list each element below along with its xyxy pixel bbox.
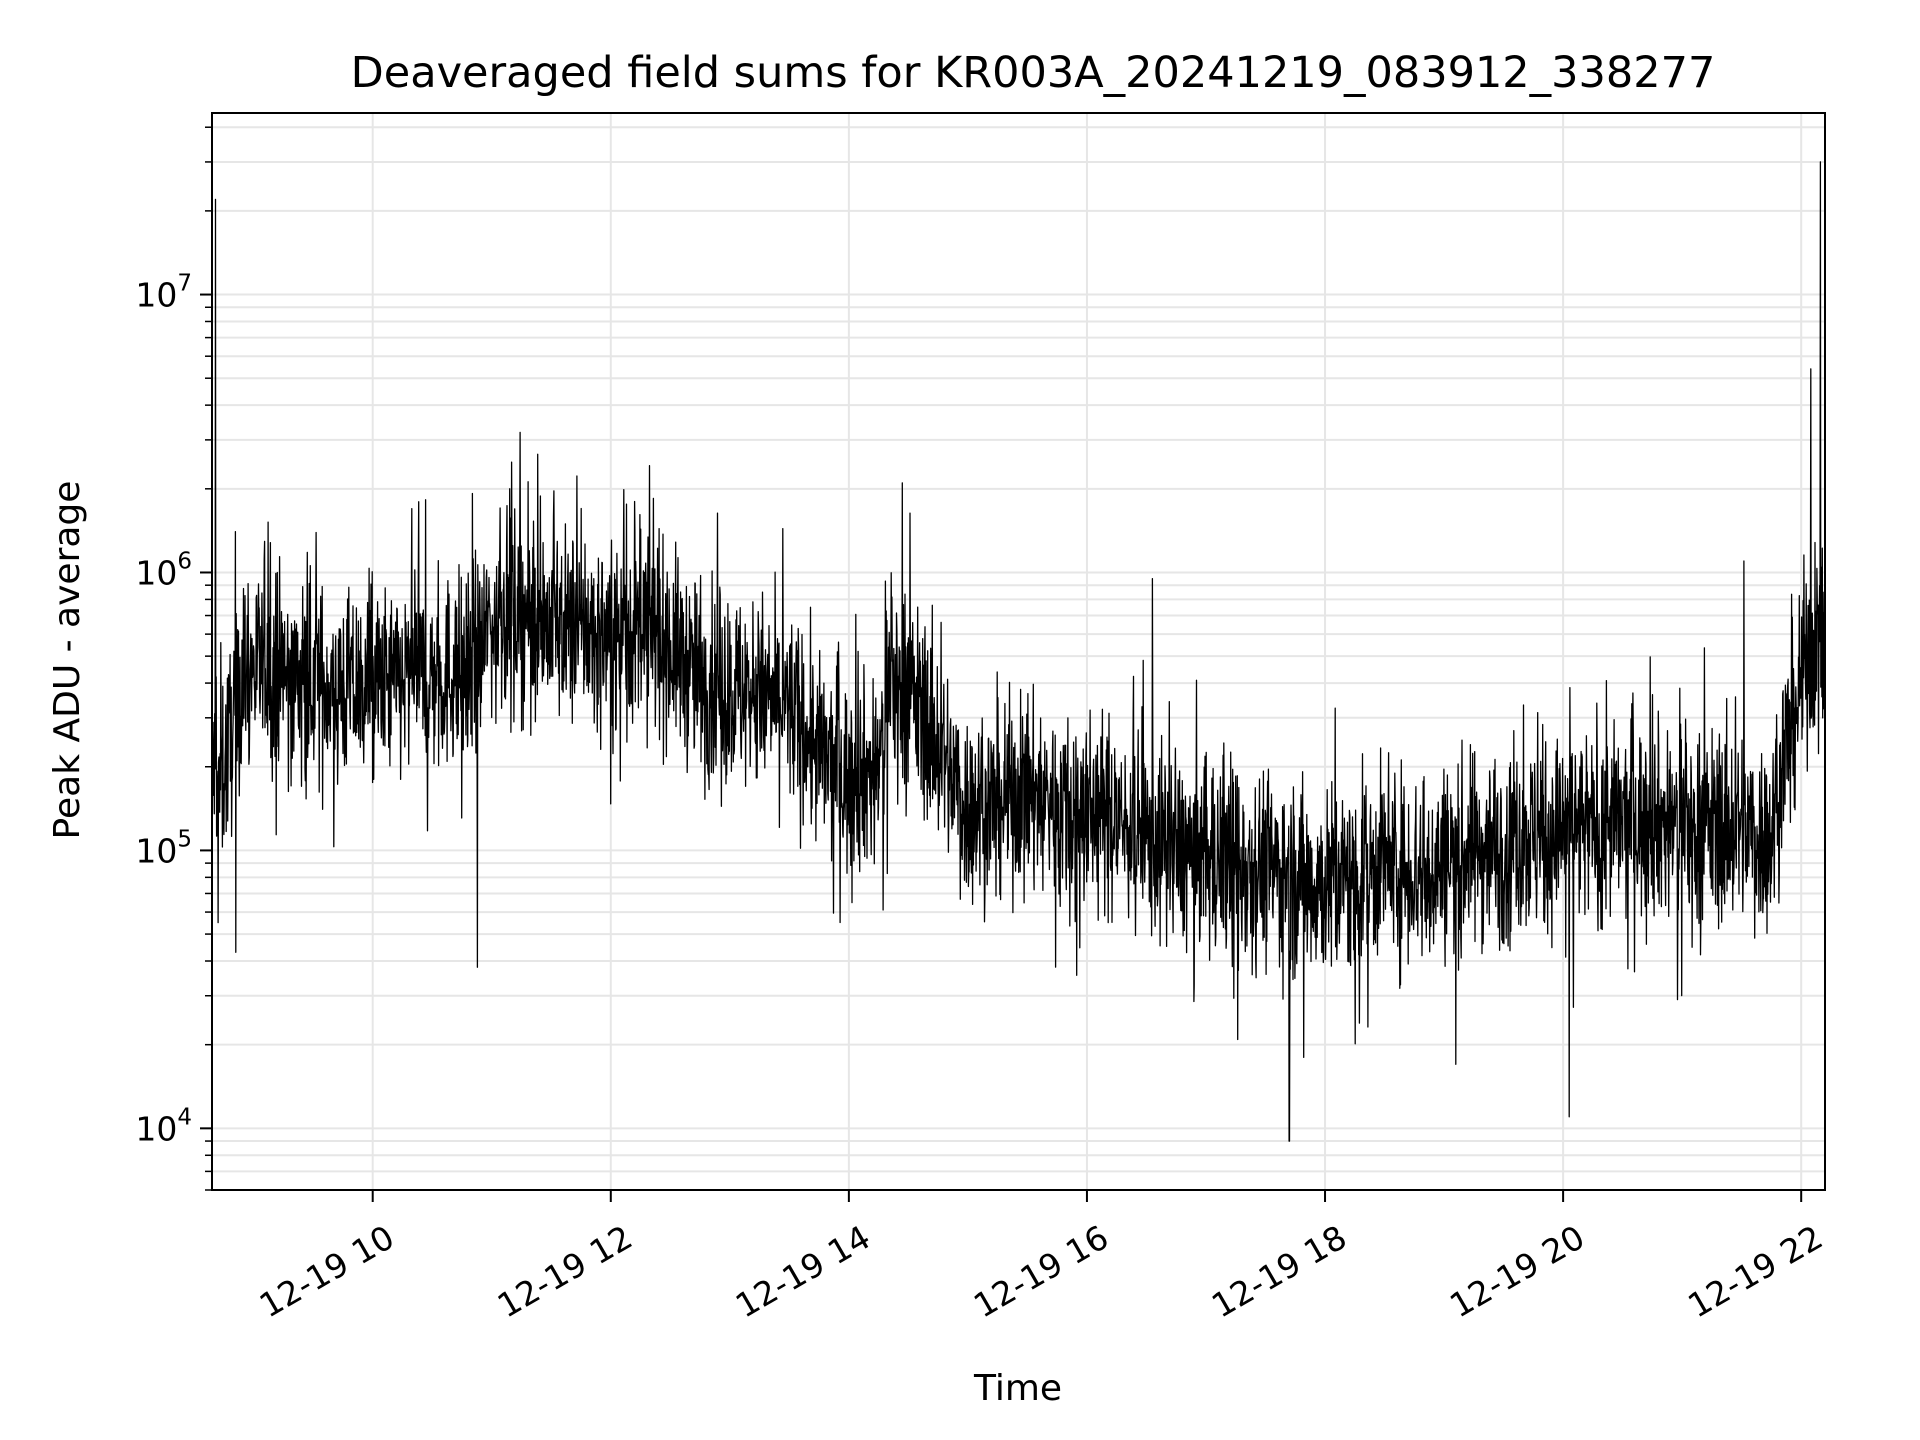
plot-frame <box>211 112 1826 1191</box>
x-axis-label: Time <box>973 1368 1062 1409</box>
series-group <box>211 161 1826 1142</box>
series-line <box>211 161 1826 1142</box>
chart-title: Deaveraged field sums for KR003A_2024121… <box>351 48 1716 98</box>
y-axis-label: Peak ADU - average <box>47 481 88 840</box>
